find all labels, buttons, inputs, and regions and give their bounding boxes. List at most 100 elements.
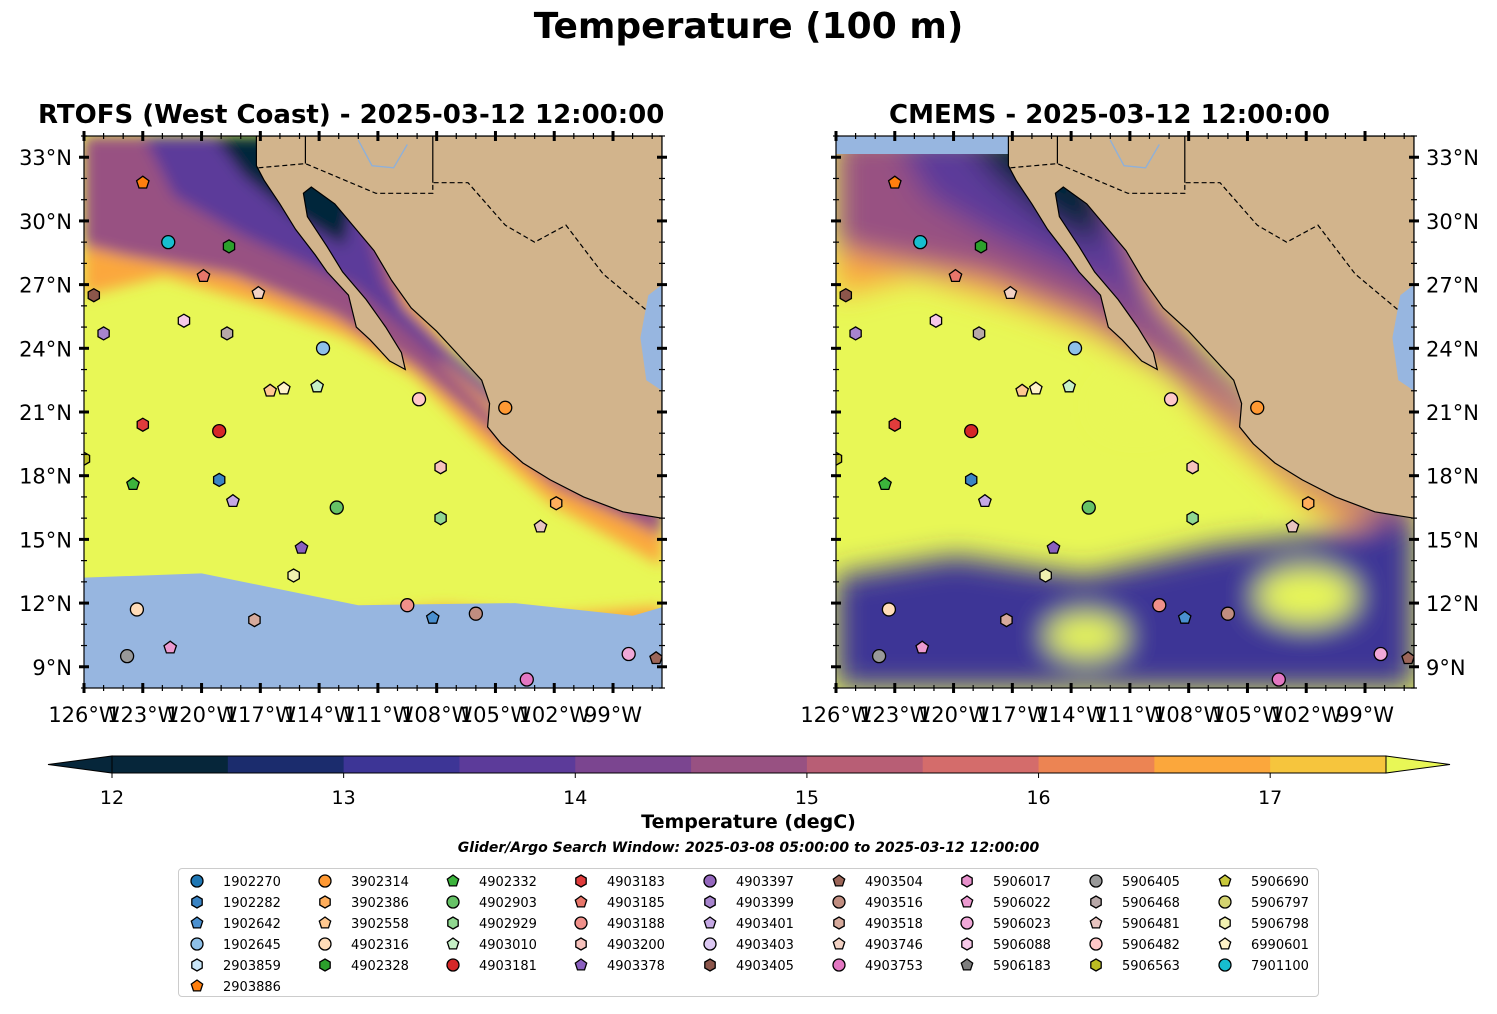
legend-label: 5906023 — [993, 917, 1051, 932]
legend-label: 4903518 — [865, 917, 923, 932]
legend-label: 4903401 — [736, 917, 794, 932]
legend-label: 4902328 — [351, 959, 409, 974]
colorbar-extend-min — [47, 755, 113, 774]
legend-marker-4903185 — [574, 895, 588, 908]
float-4902332 — [878, 476, 892, 491]
map-frame — [83, 135, 663, 689]
legend-label: 3902386 — [351, 896, 409, 911]
colorbar-segment — [922, 756, 1040, 773]
lon-tick-label: 111°W — [1094, 703, 1166, 727]
cmems-map — [836, 136, 1414, 688]
colorbar-tick-label: 16 — [1026, 787, 1050, 809]
legend-marker-5906017 — [961, 874, 973, 888]
lon-tick-label: 114°W — [1035, 703, 1107, 727]
legend-marker-5906481 — [1089, 916, 1103, 929]
float-5906798 — [287, 568, 300, 583]
float-1902282 — [964, 472, 978, 488]
legend-marker-2903886 — [190, 979, 204, 992]
legend-label: 5906405 — [1122, 875, 1180, 890]
map-frame — [835, 135, 1415, 689]
lat-tick-label: 9°N — [1426, 656, 1466, 680]
lat-tick-label: 27°N — [19, 274, 72, 298]
float-4902316 — [129, 602, 145, 617]
legend-label: 5906798 — [1251, 917, 1309, 932]
legend-label: 4902903 — [479, 896, 537, 911]
legend-marker-7901100 — [1218, 958, 1232, 972]
river — [357, 139, 408, 169]
float-4902328 — [222, 239, 236, 254]
colorbar-segment — [1154, 756, 1271, 773]
float-4903010 — [310, 379, 325, 393]
float-4903518 — [1000, 612, 1013, 628]
colorbar-tick-label: 13 — [332, 787, 356, 809]
float-4903200 — [1186, 459, 1199, 475]
float-4903181 — [212, 423, 227, 439]
lat-tick-label: 12°N — [19, 592, 72, 616]
colorbar-segment — [1270, 756, 1387, 773]
legend-label: 5906481 — [1122, 917, 1180, 932]
float-1902282 — [212, 472, 226, 488]
legend-label: 2903886 — [223, 980, 281, 995]
lat-tick-label: 24°N — [1426, 337, 1479, 361]
legend-label: 4903397 — [736, 875, 794, 890]
float-4903010 — [1062, 379, 1077, 393]
legend-marker-4902929 — [447, 916, 459, 930]
legend-marker-4903405 — [704, 958, 716, 972]
float-1902642 — [1177, 610, 1192, 624]
legend-label: 3902314 — [351, 875, 409, 890]
lon-tick-label: 111°W — [342, 703, 414, 727]
legend-marker-2903859 — [191, 958, 203, 972]
float-5906405 — [119, 649, 135, 664]
lat-tick-label: 18°N — [1426, 465, 1479, 489]
legend-label: 4902929 — [479, 917, 537, 932]
float-3902558 — [1015, 383, 1030, 397]
lat-tick-label: 30°N — [1426, 210, 1479, 234]
legend-label: 7901100 — [1251, 959, 1309, 974]
float-4903181 — [964, 423, 979, 439]
float-4903378 — [1046, 540, 1061, 554]
colorbar-segment — [691, 756, 808, 773]
legend-marker-5906183 — [960, 958, 974, 971]
lon-tick-label: 120°W — [918, 703, 990, 727]
legend-label: 4902332 — [479, 875, 537, 890]
water-band — [144, 136, 662, 496]
legend-label: 4903200 — [607, 938, 665, 953]
legend-marker-5906798 — [1219, 916, 1231, 930]
lon-tick-label: 108°W — [1153, 703, 1225, 727]
float-4903399 — [849, 326, 862, 341]
float-5906482 — [411, 392, 427, 407]
float-5906088 — [929, 313, 943, 328]
colorbar-extend-max — [1385, 755, 1451, 774]
legend-label: 3902558 — [351, 917, 409, 932]
float-5906482 — [1163, 392, 1179, 407]
lat-tick-label: 21°N — [1426, 401, 1479, 425]
rtofs-map — [84, 136, 662, 688]
legend-label: 4903746 — [865, 938, 923, 953]
colorbar-tick-label: 14 — [563, 787, 587, 809]
legend-label: 4903378 — [607, 959, 665, 974]
lon-tick-label: 126°W — [800, 703, 872, 727]
search-window-text: Glider/Argo Search Window: 2025-03-08 05… — [457, 840, 1040, 856]
right-panel-title: CMEMS - 2025-03-12 12:00:00 — [889, 100, 1330, 130]
lon-tick-label: 123°W — [107, 703, 179, 727]
legend-label: 4903181 — [479, 959, 537, 974]
float-4903188 — [1152, 598, 1167, 613]
legend-label: 1902270 — [223, 875, 281, 890]
float-7901100 — [161, 235, 176, 250]
colorbar-segment — [575, 756, 692, 773]
legend-label: 4903753 — [865, 959, 923, 974]
lon-tick-label: 126°W — [48, 703, 120, 727]
legend-marker-1902270 — [190, 874, 204, 888]
colorbar-label: Temperature (degC) — [641, 811, 856, 833]
legend-marker-4903399 — [704, 895, 716, 909]
colorbar-frame — [111, 755, 1387, 774]
lon-tick-label: 114°W — [283, 703, 355, 727]
float-5906405 — [871, 649, 887, 664]
lat-tick-label: 18°N — [19, 465, 72, 489]
legend-marker-5906690 — [1218, 874, 1232, 887]
float-1902645 — [315, 341, 331, 356]
legend-label: 4903188 — [607, 917, 665, 932]
lat-tick-label: 33°N — [19, 146, 72, 170]
float-4903399 — [97, 326, 110, 341]
colorbar-segment — [112, 756, 229, 773]
